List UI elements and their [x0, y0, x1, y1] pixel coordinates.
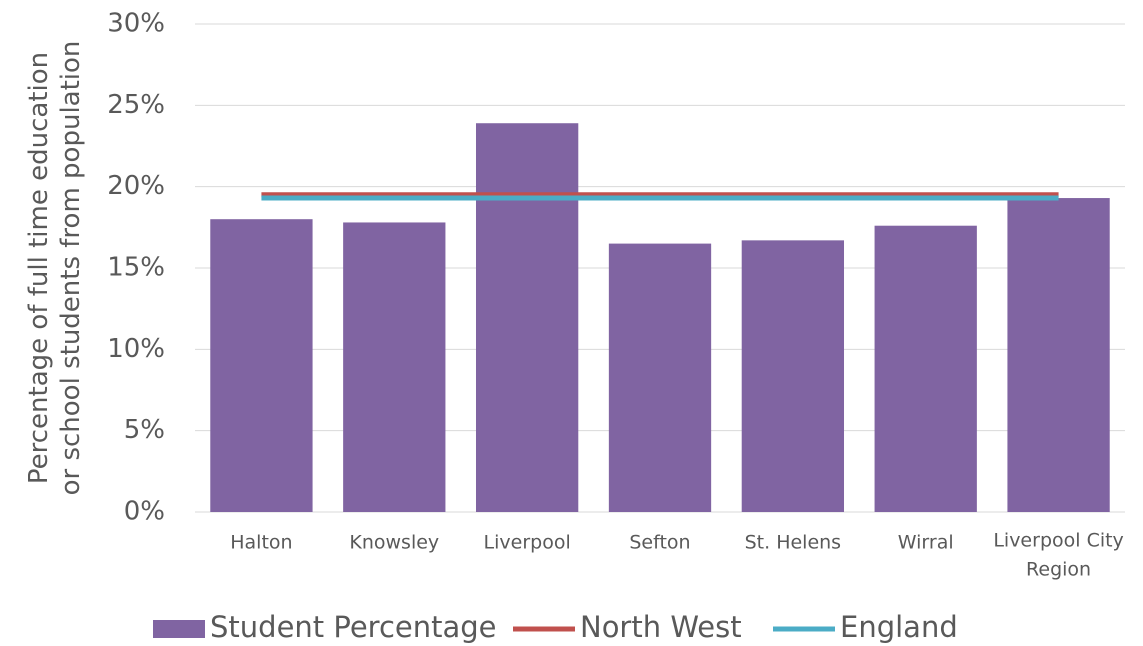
x-tick-label: Sefton [629, 532, 690, 554]
y-tick-label: 5% [124, 415, 165, 445]
y-tick-label: 30% [107, 9, 165, 39]
x-tick-label: Knowsley [349, 532, 439, 554]
bar [741, 240, 845, 512]
bar [874, 225, 977, 512]
x-tick-label: Liverpool City Region [993, 529, 1123, 580]
bar [1007, 198, 1110, 512]
y-axis-label: Percentage of full time educationor scho… [24, 41, 86, 496]
bar [608, 243, 712, 512]
y-tick-label: 0% [124, 497, 165, 527]
bar [475, 123, 579, 512]
legend-label: England [840, 610, 958, 644]
x-tick-label: Halton [230, 532, 292, 554]
bar [210, 219, 313, 512]
y-tick-label: 10% [107, 334, 165, 364]
y-tick-label: 15% [107, 253, 165, 283]
legend-label: Student Percentage [210, 610, 497, 644]
legend-swatch [153, 620, 205, 638]
legend-label: North West [580, 610, 742, 644]
y-tick-label: 20% [107, 171, 165, 201]
bar [343, 222, 446, 512]
x-tick-label: Wirral [898, 532, 954, 554]
x-tick-label: St. Helens [745, 532, 841, 554]
x-tick-label: Liverpool [484, 532, 571, 554]
y-tick-label: 25% [107, 90, 165, 120]
